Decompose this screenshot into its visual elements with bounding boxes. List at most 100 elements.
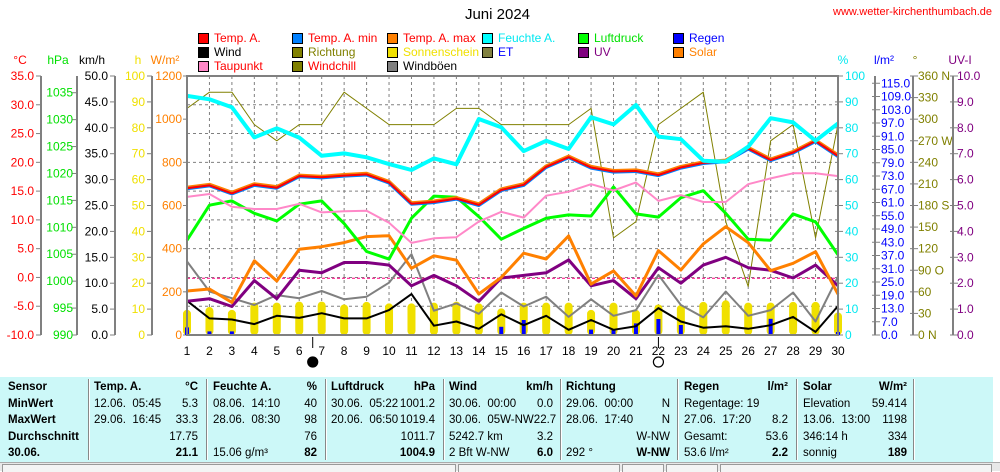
- wind-tick-label: 25.0: [85, 199, 109, 213]
- humidity-tick-label: 30: [845, 250, 859, 264]
- legend-swatch: [482, 46, 493, 58]
- humidity-tick-label: 0: [845, 328, 852, 342]
- direction-tick-label: 300: [918, 112, 938, 126]
- legend-item: ET: [482, 45, 513, 59]
- x-tick-label: 19: [584, 344, 598, 358]
- sunshine-bar: [250, 302, 259, 335]
- sunshine-bar: [272, 302, 281, 335]
- temp-tick-label: -10.0: [7, 328, 35, 342]
- table-row: Gesamt: 53.6: [684, 431, 788, 448]
- rain-bar: [229, 331, 234, 335]
- pressure-tick-label: 1015: [46, 193, 73, 207]
- cell-value: N: [661, 397, 670, 410]
- cell-label: MinWert: [8, 397, 54, 410]
- sunshine-bar: [429, 302, 438, 335]
- cell-value: 40: [304, 397, 317, 410]
- x-tick-label: 4: [251, 344, 258, 358]
- plot-border: [186, 75, 839, 336]
- weather-chart: 1 2 3 4 5 6 7 8 9 10 11 12 13 14 15 16 17 18 19 20 21 22 23 24 2…: [7, 53, 981, 368]
- table-header: Luftdruck hPa: [331, 381, 435, 398]
- legend-label: Taupunkt: [214, 59, 263, 73]
- cell-value: 1019.4: [399, 414, 435, 427]
- sunshine-bar: [340, 304, 349, 335]
- rain-bar: [207, 331, 212, 335]
- direction-tick-label: 240: [918, 155, 938, 169]
- cell-value: 59.414: [871, 397, 907, 410]
- direction-tick-label: 90 O: [918, 263, 944, 277]
- status-panel: [622, 464, 664, 472]
- legend-label: Windböen: [403, 59, 458, 73]
- uv-tick-label: 2.0: [957, 276, 974, 290]
- legend-label: Regen: [689, 31, 725, 45]
- x-tick-label: 16: [517, 344, 531, 358]
- cell-value: l/m²: [767, 381, 788, 393]
- cell-label: 20.06. 06:50: [331, 414, 399, 427]
- uv-tick-label: 5.0: [957, 199, 974, 213]
- rain-tick-label: 85.0: [881, 143, 905, 157]
- new-moon-icon: [307, 356, 319, 368]
- cell-label: 29.06. 16:45: [94, 414, 162, 427]
- sunshine-tick-label: 0: [138, 328, 145, 342]
- table-header: Temp. A. °C: [94, 381, 198, 398]
- x-tick-label: 14: [472, 344, 486, 358]
- x-tick-label: 10: [382, 344, 396, 358]
- rain-tick-label: 49.0: [881, 222, 905, 236]
- direction-tick-label: 360 N: [918, 69, 950, 83]
- series-line-wind: [186, 293, 839, 333]
- chart-title: Juni 2024: [464, 6, 531, 23]
- x-tick-label: 3: [229, 344, 236, 358]
- rain-tick-label: 19.0: [881, 288, 905, 302]
- table-column-temp: Temp. A. °C 12.06. 05:45 5.3 29.06. 16:45 33.…: [94, 381, 198, 464]
- table-row: sonnig 189: [803, 447, 907, 464]
- legend-item: Temp. A.: [198, 31, 261, 45]
- sunshine-bar: [699, 301, 708, 335]
- column-separator: [325, 379, 327, 460]
- uv-tick-label: 3.0: [957, 250, 974, 264]
- table-row: 30.06. 05W-NW 22.7: [449, 414, 556, 431]
- sunshine-bar: [227, 309, 236, 335]
- x-tick-label: 25: [719, 344, 733, 358]
- cell-label: 5242.7 km: [449, 430, 503, 443]
- table-row: Elevation 59.414: [803, 398, 907, 415]
- pressure-tick-label: 995: [53, 301, 73, 315]
- sunshine-bar: [721, 300, 730, 335]
- solar-axis-unit: W/m²: [151, 53, 180, 67]
- uv-tick-label: 4.0: [957, 224, 974, 238]
- pressure-tick-label: 1025: [46, 140, 73, 154]
- sunshine-tick-label: 90: [132, 95, 146, 109]
- cell-value: 82: [304, 447, 317, 460]
- cell-value: 8.2: [772, 414, 788, 427]
- humidity-tick-label: 100: [845, 69, 865, 83]
- wind-tick-label: 40.0: [85, 121, 109, 135]
- table-row: MaxWert: [8, 414, 86, 431]
- x-tick-label: 6: [296, 344, 303, 358]
- table-row: 30.06. 00:00 0.0: [449, 398, 553, 415]
- uv-tick-label: 9.0: [957, 95, 974, 109]
- legend-item: Regen: [673, 31, 724, 45]
- x-tick-label: 28: [786, 344, 800, 358]
- cell-label: MaxWert: [8, 414, 56, 427]
- cell-value: km/h: [526, 381, 553, 393]
- legend-swatch: [292, 32, 303, 44]
- rain-bar: [499, 326, 504, 335]
- solar-tick-label: 1200: [155, 69, 182, 83]
- legend-label: Feuchte A.: [498, 31, 556, 45]
- humidity-tick-label: 60: [845, 173, 859, 187]
- legend-label: Luftdruck: [594, 31, 644, 45]
- rain-tick-label: 61.0: [881, 196, 905, 210]
- cell-label: 30.06.: [8, 447, 40, 460]
- cell-label: Durchschnitt: [8, 430, 79, 443]
- legend-label: UV: [594, 45, 611, 59]
- table-row: 29.06. 16:45 33.3: [94, 414, 198, 431]
- sunshine-tick-label: 10: [132, 302, 146, 316]
- cell-label: 292 °: [566, 447, 593, 460]
- cell-value: hPa: [413, 381, 435, 393]
- direction-tick-label: 30: [918, 306, 932, 320]
- status-panel: [666, 464, 718, 472]
- pressure-tick-label: 1030: [46, 113, 73, 127]
- legend-item: Temp. A. min: [292, 31, 377, 45]
- solar-tick-label: 200: [162, 285, 182, 299]
- legend-swatch: [387, 60, 398, 72]
- legend-item: Feuchte A.: [482, 31, 555, 45]
- column-separator: [88, 379, 90, 460]
